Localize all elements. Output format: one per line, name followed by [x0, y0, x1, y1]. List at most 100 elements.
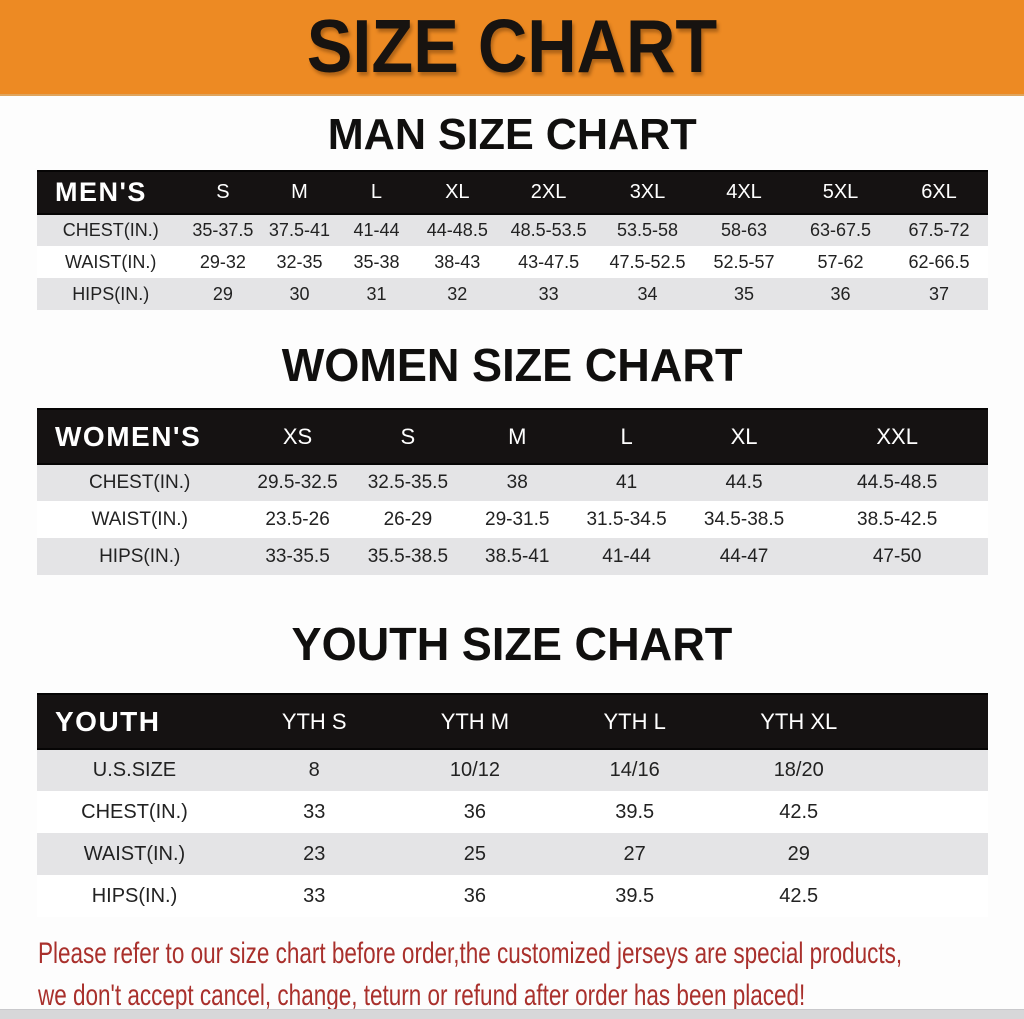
youth-ussize-row: U.S.SIZE 8 10/12 14/16 18/20	[37, 749, 988, 791]
measurement-cell: 44-48.5	[415, 214, 500, 246]
measurement-cell: 44.5	[681, 464, 807, 501]
man-section-heading-text: MAN SIZE CHART	[327, 110, 697, 159]
measurement-cell: 38-43	[415, 246, 500, 278]
youth-hips-row: HIPS(IN.) 33 36 39.5 42.5	[37, 875, 988, 917]
disclaimer-line-2: we don't accept cancel, change, teturn o…	[38, 979, 806, 1012]
size-column-header: 5XL	[791, 170, 890, 215]
measurement-cell: 67.5-72	[889, 214, 988, 246]
measurement-cell: 23	[231, 833, 397, 875]
bottom-strip	[0, 1009, 1024, 1019]
size-column-header: L	[337, 170, 416, 215]
measurement-cell: 36	[396, 791, 554, 833]
measurement-cell: 10/12	[396, 749, 554, 791]
measurement-cell: 44-47	[681, 538, 807, 575]
disclaimer-line-1: Please refer to our size chart before or…	[38, 937, 903, 970]
measurement-cell: 25	[396, 833, 554, 875]
measurement-cell: 29.5-32.5	[242, 464, 353, 501]
measurement-cell: 18/20	[715, 749, 882, 791]
spacer-cell	[881, 749, 988, 791]
size-column-header: M	[261, 170, 338, 215]
measurement-cell: 42.5	[715, 875, 882, 917]
spacer	[0, 162, 1024, 170]
measurement-cell: 36	[791, 278, 890, 310]
size-column-header: 3XL	[598, 170, 697, 215]
women-section-heading-text: WOMEN SIZE CHART	[281, 339, 743, 391]
measurement-cell: 37	[889, 278, 988, 310]
youth-header-row: YOUTH YTH S YTH M YTH L YTH XL	[37, 693, 988, 750]
mens-waist-row: WAIST(IN.) 29-32 32-35 35-38 38-43 43-47…	[37, 246, 988, 278]
measurement-cell: 35	[696, 278, 792, 310]
measurement-cell: 34	[598, 278, 697, 310]
measurement-cell: 26-29	[352, 501, 464, 538]
measurement-cell: 63-67.5	[791, 214, 890, 246]
size-column-header: XXL	[806, 408, 988, 465]
womens-waist-row: WAIST(IN.) 23.5-26 26-29 29-31.5 31.5-34…	[37, 501, 988, 538]
measurement-cell: 32.5-35.5	[352, 464, 464, 501]
mens-hips-row: HIPS(IN.) 29 30 31 32 33 34 35 36 37	[37, 278, 988, 310]
size-column-header: 6XL	[889, 170, 988, 215]
measurement-cell: 23.5-26	[242, 501, 353, 538]
measurement-cell: 53.5-58	[598, 214, 697, 246]
man-section-heading: MAN SIZE CHART	[0, 108, 1024, 162]
youth-table-title: YOUTH	[37, 693, 232, 750]
measurement-cell: 41-44	[337, 214, 416, 246]
measurement-cell: 27	[553, 833, 716, 875]
spacer-cell	[881, 875, 988, 917]
disclaimer-note: Please refer to our size chart before or…	[0, 933, 1024, 1017]
measurement-cell: 42.5	[715, 791, 882, 833]
spacer	[0, 394, 1024, 408]
size-column-header: XS	[242, 408, 353, 465]
size-chart-banner: SIZE CHART	[0, 0, 1024, 96]
measurement-cell: 62-66.5	[889, 246, 988, 278]
spacer-cell	[881, 791, 988, 833]
measurement-cell: 33	[499, 278, 599, 310]
size-column-header: YTH XL	[715, 693, 882, 750]
measurement-cell: 33	[231, 875, 397, 917]
measurement-cell: 33-35.5	[242, 538, 353, 575]
measurement-cell: 31	[337, 278, 416, 310]
measurement-cell: 52.5-57	[696, 246, 792, 278]
womens-header-row: WOMEN'S XS S M L XL XXL	[37, 408, 988, 465]
row-label: WAIST(IN.)	[37, 246, 185, 278]
size-column-header: XL	[681, 408, 807, 465]
measurement-cell: 32-35	[261, 246, 338, 278]
measurement-cell: 33	[231, 791, 397, 833]
womens-hips-row: HIPS(IN.) 33-35.5 35.5-38.5 38.5-41 41-4…	[37, 538, 988, 575]
measurement-cell: 35.5-38.5	[352, 538, 464, 575]
measurement-cell: 30	[261, 278, 338, 310]
measurement-cell: 31.5-34.5	[571, 501, 682, 538]
measurement-cell: 39.5	[553, 791, 716, 833]
youth-size-table: YOUTH YTH S YTH M YTH L YTH XL U.S.SIZE …	[37, 693, 988, 917]
size-column-header: YTH L	[553, 693, 716, 750]
womens-chest-row: CHEST(IN.) 29.5-32.5 32.5-35.5 38 41 44.…	[37, 464, 988, 501]
measurement-cell: 8	[231, 749, 397, 791]
measurement-cell: 58-63	[696, 214, 792, 246]
banner-title: SIZE CHART	[306, 5, 718, 90]
row-label: CHEST(IN.)	[37, 214, 185, 246]
size-column-header: YTH M	[396, 693, 554, 750]
youth-section-heading: YOUTH SIZE CHART	[0, 615, 1024, 673]
spacer	[0, 673, 1024, 693]
size-column-header: M	[463, 408, 572, 465]
womens-size-table: WOMEN'S XS S M L XL XXL CHEST(IN.) 29.5-…	[37, 408, 988, 575]
measurement-cell: 35-38	[337, 246, 416, 278]
measurement-cell: 32	[415, 278, 500, 310]
measurement-cell: 35-37.5	[184, 214, 262, 246]
row-label: CHEST(IN.)	[37, 791, 232, 833]
measurement-cell: 44.5-48.5	[806, 464, 988, 501]
measurement-cell: 39.5	[553, 875, 716, 917]
measurement-cell: 29	[184, 278, 262, 310]
youth-chest-row: CHEST(IN.) 33 36 39.5 42.5	[37, 791, 988, 833]
spacer-cell	[881, 833, 988, 875]
measurement-cell: 14/16	[553, 749, 716, 791]
size-column-header: S	[184, 170, 262, 215]
measurement-cell: 47-50	[806, 538, 988, 575]
youth-waist-row: WAIST(IN.) 23 25 27 29	[37, 833, 988, 875]
spacer-cell	[881, 693, 988, 750]
size-column-header: L	[571, 408, 682, 465]
row-label: HIPS(IN.)	[37, 538, 243, 575]
measurement-cell: 29-32	[184, 246, 262, 278]
size-column-header: YTH S	[231, 693, 397, 750]
row-label: HIPS(IN.)	[37, 278, 185, 310]
measurement-cell: 34.5-38.5	[681, 501, 807, 538]
